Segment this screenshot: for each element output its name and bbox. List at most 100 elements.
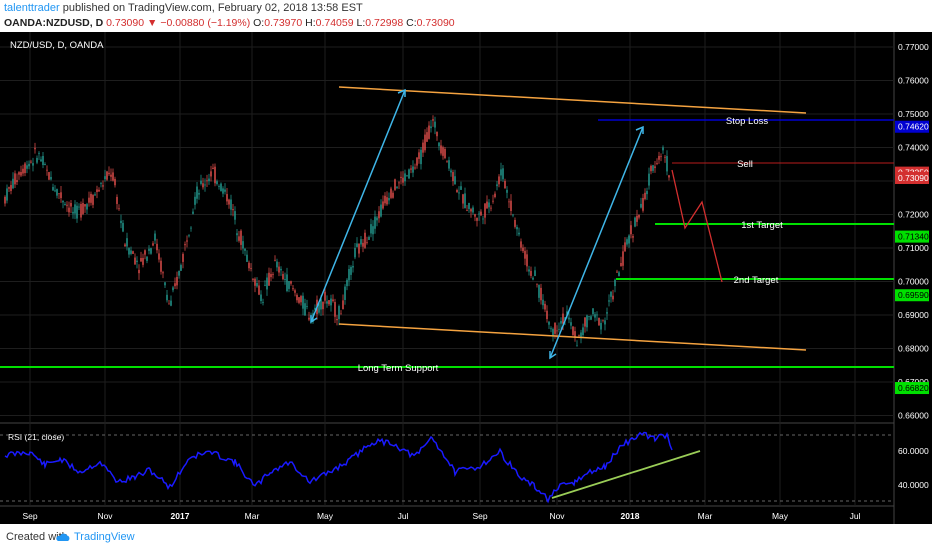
candle-body: [314, 307, 316, 310]
candle-body: [98, 189, 100, 192]
candle-body: [454, 176, 456, 185]
candle-body: [200, 180, 202, 184]
candle-body: [304, 303, 306, 316]
candle-body: [208, 178, 210, 182]
price-tag: 0.69590: [895, 289, 929, 302]
candle-body: [56, 189, 58, 196]
candle-body: [646, 191, 648, 195]
candle-body: [500, 169, 502, 176]
candle-body: [90, 193, 92, 203]
price-axis-label: 0.72000: [898, 210, 929, 220]
candle-body: [342, 300, 344, 310]
candle-body: [138, 269, 140, 274]
measure-arrow-1[interactable]: [310, 88, 406, 324]
candle-body: [544, 303, 546, 310]
candle-body: [6, 188, 8, 201]
price-change: −0.00880 (−1.19%): [160, 17, 251, 29]
candle-body: [58, 193, 60, 195]
candle-body: [416, 157, 418, 166]
candle-body: [100, 182, 102, 184]
svg-text:0.71340: 0.71340: [898, 232, 929, 242]
candle-body: [328, 300, 330, 305]
candle-body: [392, 192, 394, 198]
candle-body: [386, 197, 388, 205]
candle-body: [80, 203, 82, 218]
candle-body: [48, 172, 50, 180]
candle-body: [234, 211, 236, 220]
candle-body: [424, 134, 426, 151]
time-axis-label: Jul: [398, 511, 409, 521]
candle-body: [430, 126, 432, 129]
candle-body: [382, 201, 384, 209]
candle-body: [624, 242, 626, 252]
candle-body: [198, 192, 200, 195]
candle-body: [86, 204, 88, 210]
candle-body: [428, 125, 430, 139]
time-axis-label: Mar: [245, 511, 260, 521]
chart-canvas[interactable]: Stop Loss Sell 1st Target 2nd Target Lon…: [0, 32, 932, 524]
candle-body: [464, 193, 466, 209]
price-axis-label: 0.67000: [898, 377, 929, 387]
ohlc-high: H:0.74059: [305, 17, 354, 29]
candle-body: [622, 251, 624, 266]
candle-body: [460, 186, 462, 190]
candle-body: [572, 326, 574, 335]
price-axis-label: 0.74000: [898, 143, 929, 153]
candle-body: [368, 236, 370, 240]
time-axis-label: Jul: [850, 511, 861, 521]
candle-body: [288, 281, 290, 289]
candle-body: [486, 201, 488, 209]
candle-body: [294, 290, 296, 293]
candle-body: [120, 220, 122, 224]
candle-body: [526, 254, 528, 267]
candle-body: [408, 169, 410, 179]
price-axis-label: 0.77000: [898, 42, 929, 52]
candle-body: [530, 270, 532, 276]
candle-body: [168, 303, 170, 305]
grid-lines: [0, 32, 894, 506]
candle-body: [662, 147, 664, 151]
candle-body: [432, 119, 434, 121]
candle-body: [560, 321, 562, 324]
candle-body: [520, 241, 522, 248]
candle-body: [154, 233, 156, 241]
candle-body: [654, 166, 656, 169]
projected-path[interactable]: [671, 169, 723, 283]
time-axis-label: Nov: [97, 511, 113, 521]
candle-body: [478, 213, 480, 215]
candle-body: [642, 197, 644, 211]
candle-body: [162, 272, 164, 274]
candle-body: [450, 170, 452, 173]
publish-text: published on TradingView.com, February 0…: [59, 2, 363, 14]
candle-body: [326, 301, 328, 304]
candle-body: [474, 214, 476, 217]
candle-body: [508, 201, 510, 203]
candle-body: [22, 168, 24, 174]
tradingview-link[interactable]: TradingView: [74, 531, 135, 543]
symbol-line: OANDA:NZDUSD, D 0.73090 ▼ −0.00880 (−1.1…: [4, 17, 455, 33]
candle-body: [130, 250, 132, 254]
candle-body: [24, 163, 26, 174]
candle-body: [16, 180, 18, 183]
channel-lower-line[interactable]: [338, 323, 807, 351]
candle-body: [258, 285, 260, 295]
candle-body: [114, 178, 116, 186]
candle-body: [54, 190, 56, 192]
candle-body: [512, 214, 514, 216]
author-link[interactable]: talenttrader: [4, 2, 60, 14]
candle-body: [274, 259, 276, 261]
rsi-line: [4, 431, 673, 504]
channel-upper-line[interactable]: [338, 86, 807, 114]
candle-body: [46, 169, 48, 171]
rsi-trendline[interactable]: [551, 450, 701, 499]
measure-arrow-2[interactable]: [549, 125, 644, 360]
candle-body: [354, 247, 356, 258]
candle-body: [650, 165, 652, 172]
candle-body: [230, 199, 232, 210]
candle-body: [580, 332, 582, 338]
time-axis[interactable]: Sep Nov 2017 Mar May Jul Sep Nov 2018 Mar May Jul: [22, 511, 860, 521]
candle-body: [616, 271, 618, 273]
candle-body: [406, 175, 408, 177]
chart-area[interactable]: Stop Loss Sell 1st Target 2nd Target Lon…: [0, 32, 932, 524]
candle-body: [404, 173, 406, 182]
